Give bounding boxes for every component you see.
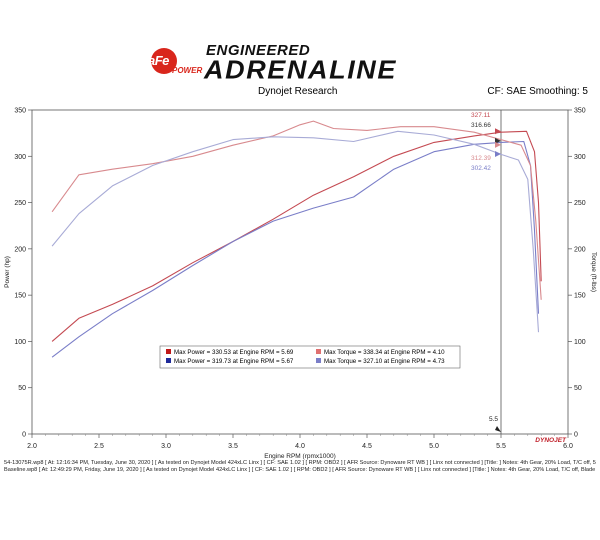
y-tick-label-right: 300 bbox=[574, 154, 586, 161]
x-tick-label: 5.5 bbox=[496, 443, 506, 450]
afe-logo-subtext: POWER bbox=[172, 66, 203, 75]
run-footnotes: 54-13075R.wp8 [ At: 12:16:34 PM, Tuesday… bbox=[4, 460, 596, 474]
cursor-value-arrow bbox=[495, 141, 501, 148]
series-line-torque-modified bbox=[51, 120, 542, 300]
legend-entry: Max Power = 330.53 at Engine RPM = 5.69 bbox=[174, 349, 294, 356]
plot-area bbox=[31, 109, 569, 435]
y-tick-label-left: 150 bbox=[14, 293, 26, 300]
dynojet-brand-mark: DYNOJET bbox=[535, 437, 567, 444]
y-tick-label-left: 250 bbox=[14, 200, 26, 207]
x-tick-label: 4.5 bbox=[362, 443, 372, 450]
y-tick-label-right: 150 bbox=[574, 293, 586, 300]
cursor-value-arrow bbox=[495, 151, 501, 158]
report-header: aFe POWER ENGINEERED ADRENALINE Dynojet … bbox=[0, 0, 600, 108]
x-tick-label: 5.0 bbox=[429, 443, 439, 450]
y-tick-label-right: 100 bbox=[574, 339, 586, 346]
y-tick-label-right: 350 bbox=[574, 108, 586, 115]
legend-swatch bbox=[166, 358, 171, 363]
y-tick-label-right: 200 bbox=[574, 246, 586, 253]
cursor-value-arrow bbox=[495, 137, 501, 144]
cursor-value-label: 327.11 bbox=[471, 112, 491, 119]
series-line-torque-baseline bbox=[51, 130, 540, 333]
title-top: ENGINEERED bbox=[206, 42, 311, 59]
y-tick-label-left: 300 bbox=[14, 154, 26, 161]
legend-swatch bbox=[166, 349, 171, 354]
cursor-value-label: 316.66 bbox=[471, 122, 491, 129]
y-tick-label-right: 50 bbox=[574, 385, 582, 392]
y-tick-label-left: 100 bbox=[14, 339, 26, 346]
y-tick-label-right: 250 bbox=[574, 200, 586, 207]
settings-readout: CF: SAE Smoothing: 5 bbox=[487, 86, 588, 97]
footnote-baseline: Baseline.wp8 [ At: 12:49:29 PM, Friday, … bbox=[4, 467, 596, 473]
legend-entry: Max Torque = 338.34 at Engine RPM = 4.10 bbox=[324, 349, 445, 356]
x-tick-label: 2.5 bbox=[94, 443, 104, 450]
y-tick-label-right: 0 bbox=[574, 432, 578, 439]
x-tick-label: 3.5 bbox=[228, 443, 238, 450]
x-tick-label: 4.0 bbox=[295, 443, 305, 450]
y-axis-label-left: Power (hp) bbox=[4, 256, 11, 288]
title-main: ADRENALINE bbox=[204, 55, 398, 85]
footnote-modified: 54-13075R.wp8 [ At: 12:16:34 PM, Tuesday… bbox=[4, 460, 596, 466]
cursor-value-label: 302.42 bbox=[471, 165, 491, 172]
rpm-cursor-arrow bbox=[495, 426, 501, 432]
rpm-cursor-label: 5.5 bbox=[489, 416, 498, 423]
x-tick-label: 3.0 bbox=[161, 443, 171, 450]
x-axis-label: Engine RPM (rpmx1000) bbox=[264, 453, 336, 460]
legend-swatch bbox=[316, 358, 321, 363]
afe-logo-text: aFe bbox=[148, 53, 169, 68]
y-tick-label-left: 0 bbox=[22, 432, 26, 439]
y-tick-label-left: 350 bbox=[14, 108, 26, 115]
x-tick-label: 2.0 bbox=[27, 443, 37, 450]
legend-entry: Max Power = 319.73 at Engine RPM = 5.67 bbox=[174, 358, 294, 365]
series-line-power-baseline bbox=[51, 140, 540, 358]
subtitle: Dynojet Research bbox=[258, 86, 338, 97]
x-tick-label: 6.0 bbox=[563, 443, 573, 450]
cursor-value-arrow bbox=[495, 128, 501, 135]
cursor-value-label: 312.39 bbox=[471, 155, 491, 162]
y-tick-label-left: 50 bbox=[18, 385, 26, 392]
legend-box bbox=[159, 345, 461, 369]
y-tick-label-left: 200 bbox=[14, 246, 26, 253]
y-axis-label-right: Torque (ft-lbs) bbox=[590, 252, 597, 292]
afe-logo bbox=[151, 48, 177, 74]
series-line-power-modified bbox=[51, 130, 542, 342]
legend-entry: Max Torque = 327.10 at Engine RPM = 4.73 bbox=[324, 358, 445, 365]
legend-swatch bbox=[316, 349, 321, 354]
